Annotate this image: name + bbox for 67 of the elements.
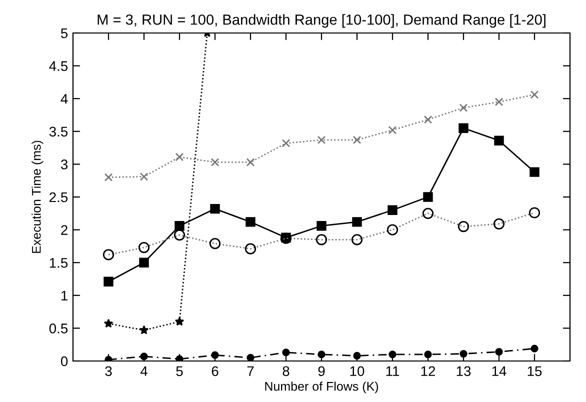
point — [460, 350, 468, 358]
y-tick-label: 2.5 — [50, 192, 68, 202]
x-axis-title: Number of Flows (K) — [265, 382, 378, 394]
y-tick-label: 4.5 — [49, 61, 68, 71]
y-tick-label: 3.5 — [49, 126, 68, 137]
y-tick-label: 3 — [60, 160, 68, 170]
point — [174, 316, 184, 326]
point — [317, 136, 326, 144]
x-tick-label: 3 — [105, 366, 112, 376]
point — [388, 350, 396, 358]
point — [246, 354, 254, 361]
point — [210, 204, 220, 214]
point — [176, 355, 184, 361]
point — [530, 90, 539, 99]
y-tick-label: 0.5 — [49, 324, 68, 334]
point — [495, 348, 503, 356]
point — [140, 172, 148, 181]
point — [352, 217, 362, 227]
point — [458, 123, 468, 133]
point — [353, 352, 361, 360]
point — [104, 318, 114, 328]
chart-title: M = 3, RUN = 100, Bandwidth Range [10-100], Demand Range [1-20] — [98, 14, 546, 28]
y-tick-label: 2 — [61, 225, 68, 235]
x-tick-label: 6 — [212, 366, 218, 376]
y-tick-label: 1 — [61, 290, 68, 300]
point — [139, 258, 149, 268]
point — [246, 158, 255, 166]
x-tick-label: 15 — [528, 366, 542, 376]
x-tick-label: 4 — [140, 366, 148, 376]
x-tick-label: 7 — [247, 366, 254, 376]
point — [352, 136, 362, 144]
x-tick-label: 11 — [386, 366, 400, 376]
y-tick-label: 5 — [60, 28, 68, 38]
point — [424, 350, 432, 358]
point — [316, 221, 326, 231]
x-tick-label: 5 — [176, 366, 183, 376]
y-tick-label: 4 — [60, 94, 68, 104]
x-tick-label: 14 — [492, 366, 506, 376]
point — [104, 276, 114, 286]
point — [459, 104, 468, 112]
x-tick-label: 13 — [456, 366, 471, 376]
x-tick-label: 12 — [421, 366, 436, 376]
y-tick-label: 0 — [60, 356, 68, 366]
point — [318, 350, 326, 358]
y-axis-title: Execution Time (ms) — [32, 140, 44, 253]
point — [104, 173, 113, 182]
point — [210, 158, 220, 166]
point — [494, 136, 504, 146]
point — [388, 126, 397, 134]
x-tick-label: 8 — [282, 366, 290, 376]
y-tick-label: 1.5 — [50, 258, 68, 268]
point — [246, 217, 256, 227]
point — [140, 352, 148, 360]
point — [423, 192, 433, 202]
point — [175, 152, 184, 162]
point — [494, 98, 504, 106]
point — [139, 325, 149, 334]
point — [174, 221, 184, 231]
point — [530, 344, 538, 352]
point — [424, 115, 432, 124]
point — [388, 205, 398, 215]
point — [211, 351, 219, 359]
point — [282, 348, 290, 356]
x-tick-label: 9 — [318, 366, 325, 376]
point — [282, 139, 290, 148]
point — [530, 167, 540, 177]
x-tick-label: 10 — [350, 366, 364, 376]
